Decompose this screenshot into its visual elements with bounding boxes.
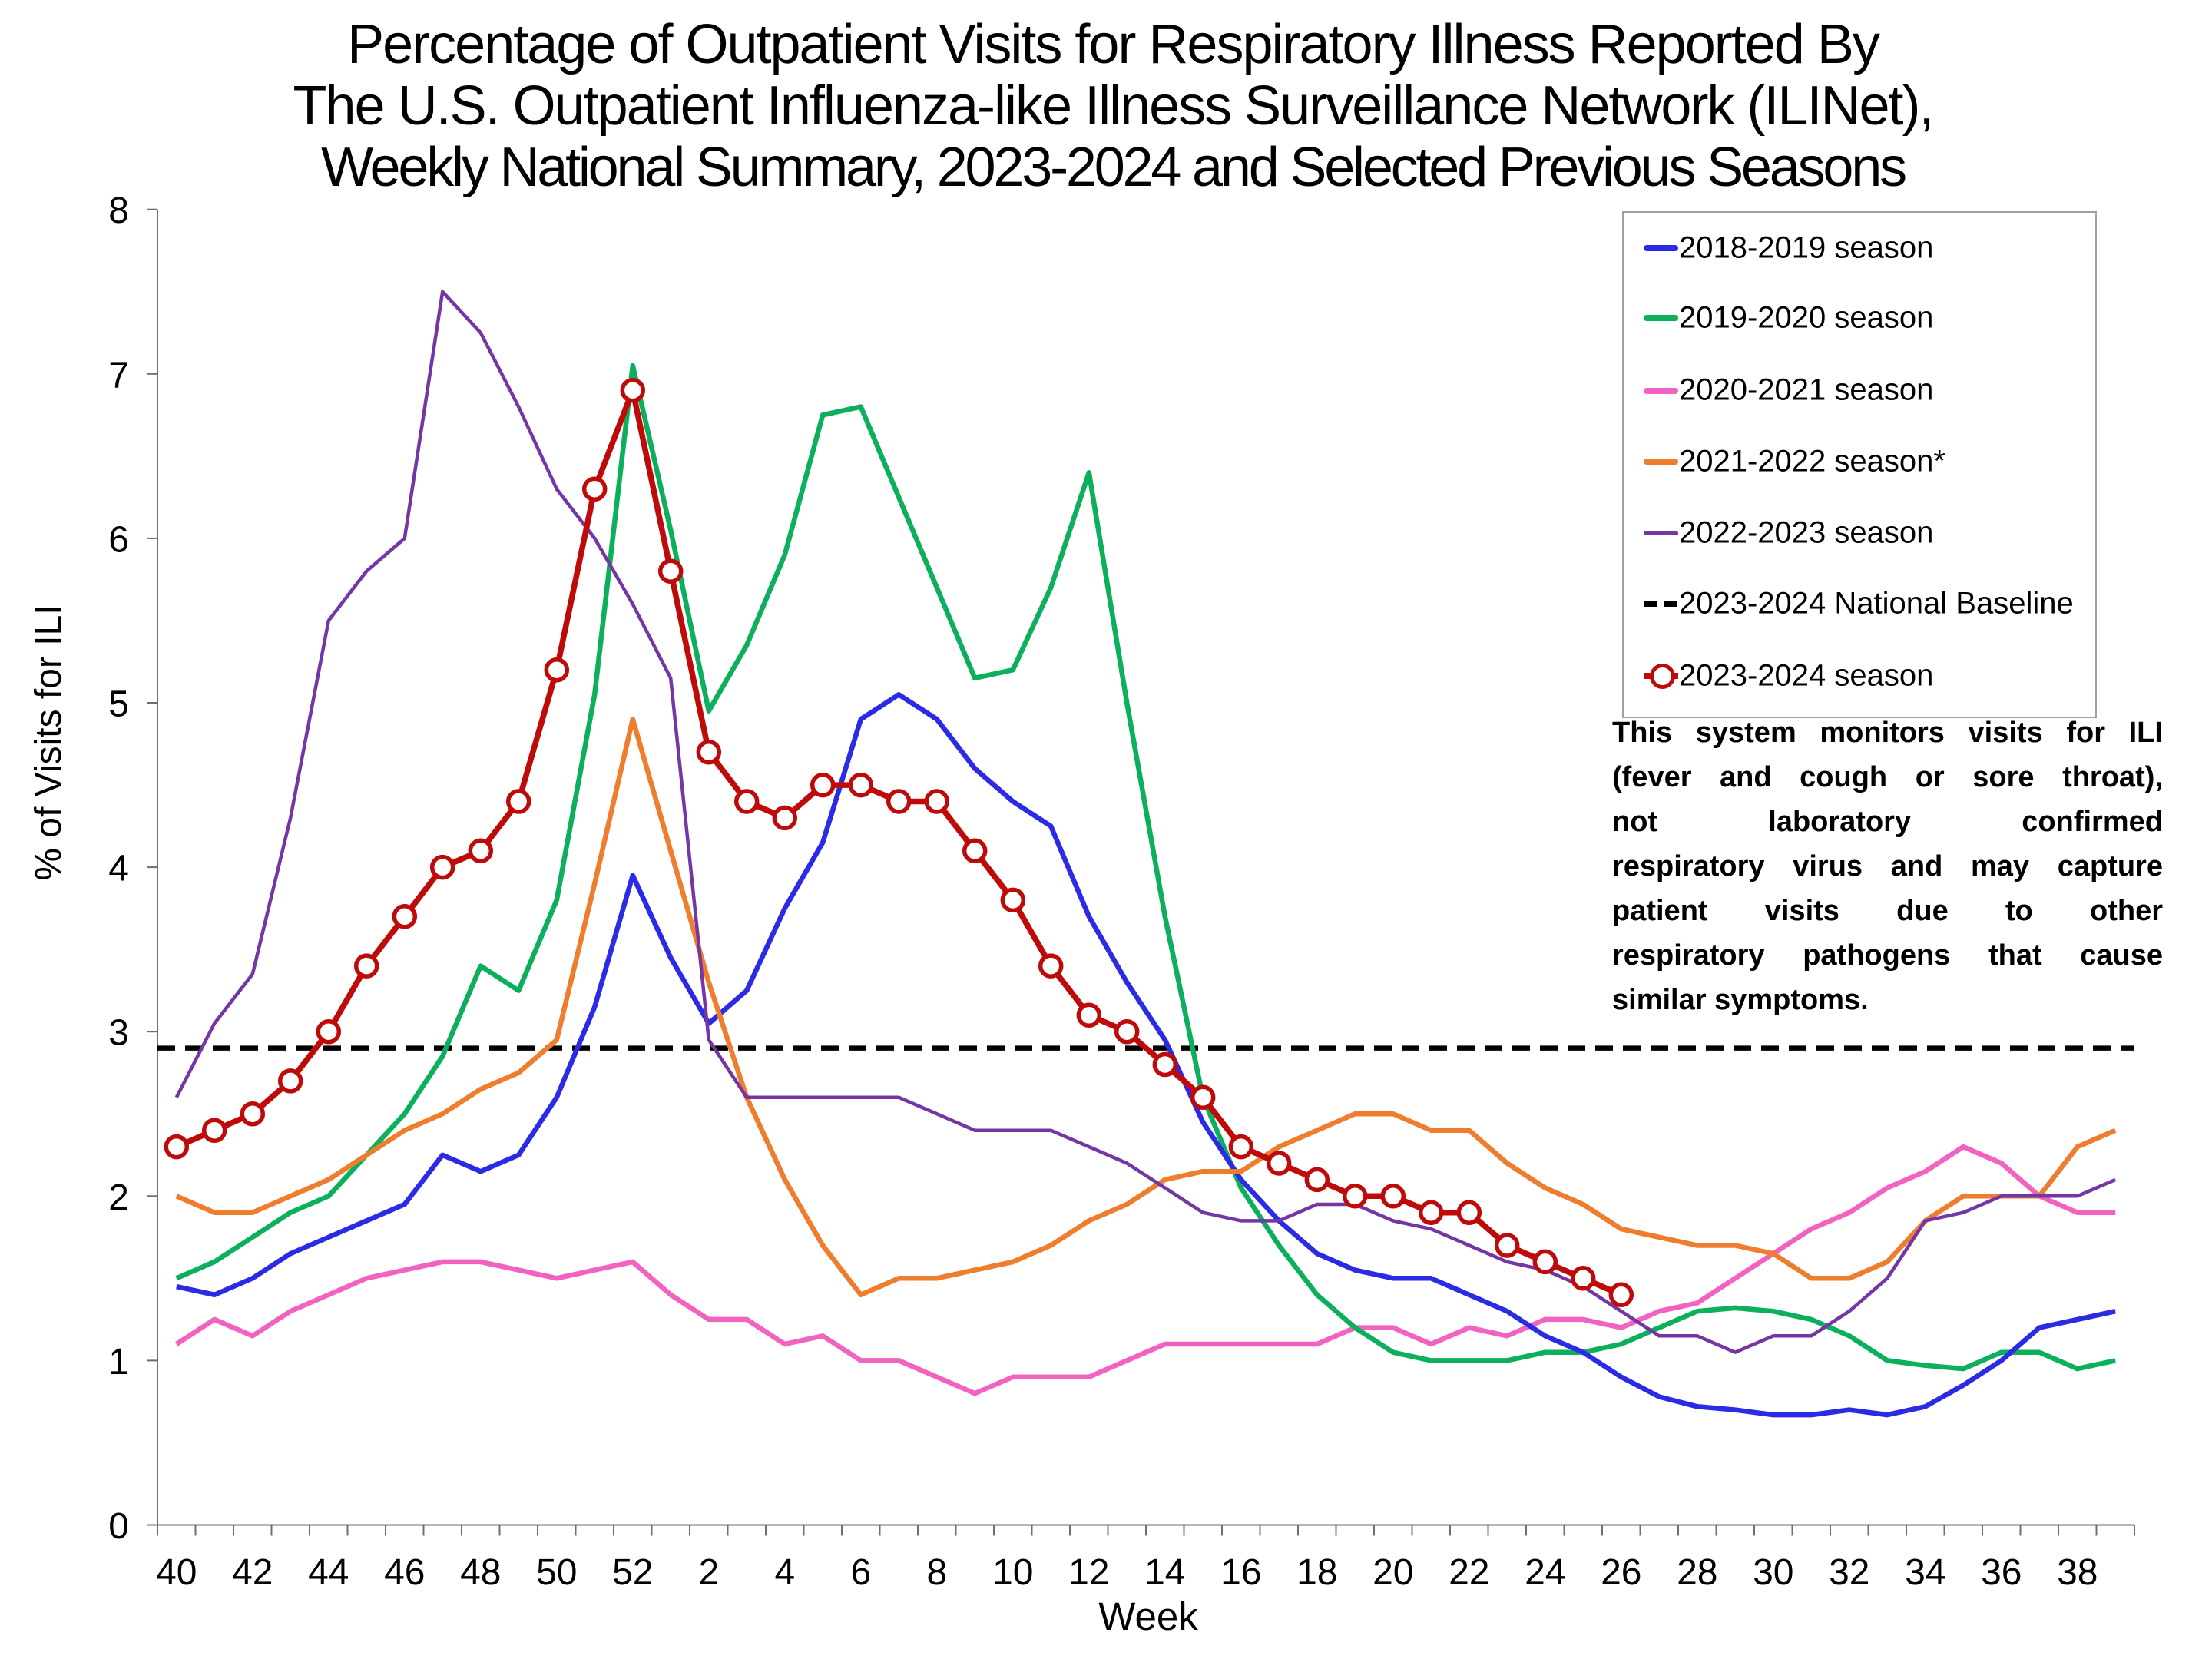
svg-text:0: 0 xyxy=(108,1506,129,1547)
svg-text:4: 4 xyxy=(774,1552,795,1593)
svg-text:42: 42 xyxy=(232,1552,273,1593)
svg-text:38: 38 xyxy=(2057,1552,2098,1593)
svg-text:4: 4 xyxy=(108,849,129,889)
svg-text:30: 30 xyxy=(1753,1552,1793,1593)
svg-text:18: 18 xyxy=(1296,1552,1337,1593)
svg-text:52: 52 xyxy=(612,1552,653,1593)
svg-text:6: 6 xyxy=(108,519,129,560)
svg-text:14: 14 xyxy=(1144,1552,1185,1593)
svg-text:20: 20 xyxy=(1373,1552,1413,1593)
svg-text:48: 48 xyxy=(460,1552,501,1593)
svg-text:10: 10 xyxy=(992,1552,1033,1593)
svg-text:46: 46 xyxy=(384,1552,425,1593)
svg-text:5: 5 xyxy=(108,684,129,725)
svg-text:26: 26 xyxy=(1601,1552,1641,1593)
svg-text:44: 44 xyxy=(308,1552,349,1593)
svg-text:7: 7 xyxy=(108,355,129,396)
svg-text:50: 50 xyxy=(536,1552,577,1593)
svg-text:8: 8 xyxy=(926,1552,947,1593)
svg-text:24: 24 xyxy=(1525,1552,1565,1593)
svg-text:8: 8 xyxy=(108,190,129,231)
svg-text:1: 1 xyxy=(108,1342,129,1382)
svg-text:6: 6 xyxy=(850,1552,871,1593)
svg-text:36: 36 xyxy=(1981,1552,2022,1593)
svg-text:12: 12 xyxy=(1068,1552,1109,1593)
svg-text:Week: Week xyxy=(1098,1594,1198,1638)
svg-text:2: 2 xyxy=(698,1552,719,1593)
svg-text:22: 22 xyxy=(1449,1552,1489,1593)
svg-text:16: 16 xyxy=(1220,1552,1261,1593)
svg-text:40: 40 xyxy=(156,1552,197,1593)
svg-text:28: 28 xyxy=(1677,1552,1717,1593)
svg-text:2: 2 xyxy=(108,1177,129,1218)
svg-text:3: 3 xyxy=(108,1013,129,1054)
svg-text:% of Visits for ILI: % of Visits for ILI xyxy=(28,604,69,880)
svg-text:34: 34 xyxy=(1905,1552,1945,1593)
svg-text:32: 32 xyxy=(1829,1552,1869,1593)
